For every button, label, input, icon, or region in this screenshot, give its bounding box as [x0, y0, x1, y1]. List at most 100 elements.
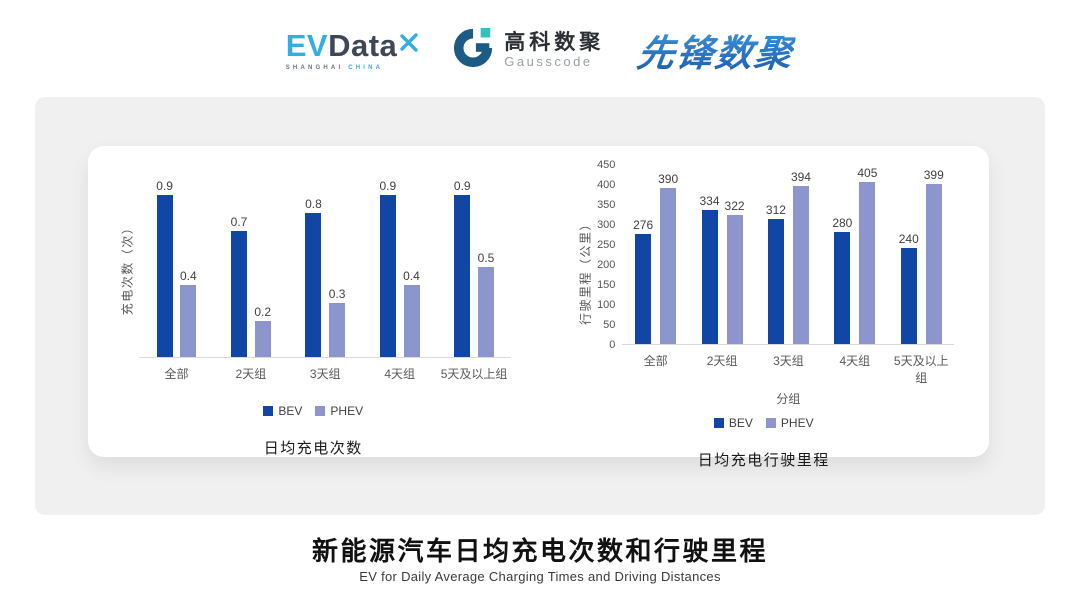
category-label: 3天组: [773, 354, 804, 368]
subtitle: EV for Daily Average Charging Times and …: [359, 569, 721, 584]
category-label: 4天组: [839, 354, 871, 368]
evdata-x-icon: [399, 26, 419, 57]
category-label: 全部: [643, 354, 668, 368]
legend-swatch: [263, 406, 274, 416]
bar-bev: [305, 213, 322, 357]
bar-group: 0.9 0.4: [139, 180, 213, 357]
y-axis-label: 行驶里程（公里）: [578, 217, 593, 326]
bar-bev: [767, 219, 784, 344]
legend-swatch: [713, 418, 724, 428]
bar-group: 280 405: [822, 167, 888, 344]
bar-value-label: 394: [790, 170, 811, 185]
bar-group: 334 322: [689, 195, 755, 344]
bar-phev: [660, 188, 677, 344]
y-tick: 300: [597, 219, 616, 231]
y-tick: 50: [603, 319, 616, 331]
category-label: 3天组: [309, 367, 341, 381]
bar-phev: [792, 186, 809, 344]
legend: BEV PHEV: [263, 404, 363, 418]
bar-bev: [156, 195, 173, 357]
evdata-tagline: SHANGHAI CHINA: [285, 64, 384, 71]
legend-label: BEV: [728, 416, 753, 430]
backdrop-card: 充电次数（次） 0.9 0.4 0.7 0.2 0.8 0.3 0.9 0.4 0.9 0.5 全…: [35, 97, 1045, 515]
category-axis: 全部 2天组 3天组 4天组 5天及以上组: [622, 352, 954, 386]
bar-phev: [726, 215, 743, 344]
y-tick: 200: [597, 259, 616, 271]
bar-value-label: 0.3: [328, 287, 346, 301]
category-label: 2天组: [706, 354, 738, 368]
x-axis-label: 分组: [776, 392, 801, 406]
legend-label: PHEV: [330, 404, 364, 418]
bar-bev: [454, 195, 471, 357]
category-axis: 全部 2天组 3天组 4天组 5天及以上组: [139, 365, 511, 382]
legend-item: PHEV: [315, 404, 363, 418]
bar-phev: [925, 184, 942, 344]
y-tick: 150: [597, 279, 616, 291]
bar-group: 276 390: [622, 173, 688, 344]
bar-value-label: 399: [923, 168, 944, 183]
y-tick: 250: [597, 239, 616, 251]
y-axis-label: 充电次数（次）: [120, 220, 135, 316]
bar-group: 0.9 0.4: [362, 180, 436, 357]
header-logos: EV Data SHANGHAI CHINA: [0, 12, 1080, 88]
bar-value-label: 276: [633, 217, 654, 232]
bar-bev: [231, 231, 248, 357]
legend-item: PHEV: [765, 416, 814, 430]
gausscode-name-en: Gausscode: [504, 53, 593, 69]
bar-value-label: 334: [699, 194, 720, 209]
bar-value-label: 0.2: [254, 305, 272, 319]
bar-phev: [859, 182, 876, 344]
category-label: 4天组: [384, 367, 416, 381]
bar-bev: [701, 210, 718, 344]
bar-bev: [635, 233, 652, 344]
bar-group: 0.8 0.3: [288, 198, 362, 357]
bar-phev: [254, 321, 271, 357]
legend-item: BEV: [263, 404, 302, 418]
y-axis-ticks: 450 400 350 300 250 200 150 100 50 0: [597, 159, 622, 351]
y-tick: 0: [609, 339, 616, 351]
category-label: 2天组: [235, 367, 267, 381]
main-title: 新能源汽车日均充电次数和行驶里程: [311, 536, 768, 566]
bar-phev: [180, 285, 197, 357]
chart-caption: 日均充电行驶里程: [697, 452, 830, 469]
legend: BEV PHEV: [713, 416, 814, 430]
bar-value-label: 405: [857, 166, 878, 180]
bar-value-label: 0.7: [230, 215, 248, 229]
y-tick: 350: [597, 199, 616, 211]
bar-group: 0.7 0.2: [214, 216, 288, 357]
legend-label: PHEV: [780, 416, 814, 430]
bar-bev: [900, 248, 917, 344]
bar-value-label: 0.4: [179, 269, 197, 283]
chart-charging-times: 充电次数（次） 0.9 0.4 0.7 0.2 0.8 0.3 0.9 0.4 0.9 0.5 全…: [88, 146, 539, 457]
bar-group: 240 399: [888, 169, 954, 344]
category-label: 全部: [164, 367, 189, 381]
bar-value-label: 240: [898, 232, 919, 246]
y-tick: 100: [597, 299, 616, 311]
y-tick: 450: [597, 159, 616, 171]
bar-group: 0.9 0.5: [437, 180, 511, 357]
evdata-ev-text: EV: [285, 27, 329, 63]
bar-value-label: 0.4: [403, 269, 420, 283]
evdata-logo: EV Data SHANGHAI CHINA: [286, 30, 420, 71]
bar-value-label: 312: [765, 203, 786, 218]
legend-swatch: [315, 406, 326, 416]
bar-value-label: 280: [832, 216, 853, 230]
bar-group: 312 394: [755, 171, 821, 344]
gausscode-name-cn: 高科数聚: [504, 30, 605, 54]
bar-bev: [379, 195, 396, 357]
plot-area: 0.9 0.4 0.7 0.2 0.8 0.3 0.9 0.4 0.9 0.5: [139, 178, 512, 358]
chart-driving-distance: 行驶里程（公里） 450 400 350 300 250 200 150 100 50 0 276…: [539, 146, 990, 469]
bar-phev: [403, 285, 420, 357]
legend-label: BEV: [278, 404, 303, 418]
pioneer-logo: 先锋数聚: [634, 23, 798, 77]
plot-area: 276 390 334 322 312 394 280 405 240 399: [622, 165, 955, 345]
bar-phev: [329, 303, 346, 357]
gausscode-mark-icon: [453, 27, 495, 74]
legend-item: BEV: [713, 416, 753, 430]
bar-phev: [477, 267, 494, 357]
bar-value-label: 390: [658, 172, 679, 186]
charts-panel: 充电次数（次） 0.9 0.4 0.7 0.2 0.8 0.3 0.9 0.4 0.9 0.5 全…: [88, 146, 990, 469]
category-label: 5天及以上组: [440, 367, 508, 381]
bar-bev: [834, 232, 851, 344]
gausscode-logo: 高科数聚 Gausscode: [453, 27, 604, 74]
